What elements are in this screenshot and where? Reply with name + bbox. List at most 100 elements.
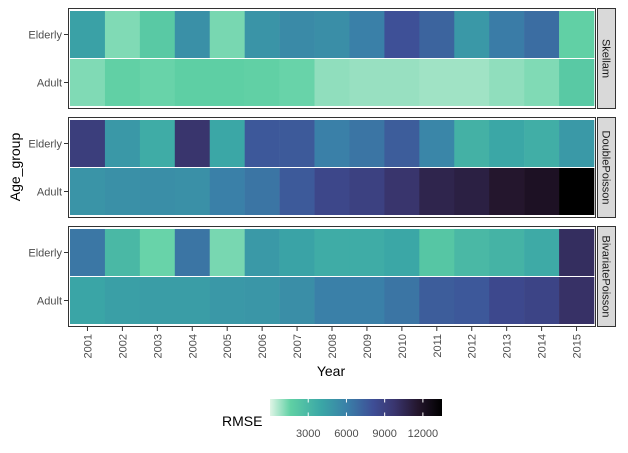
heatmap-cell bbox=[524, 11, 560, 58]
heatmap-cell bbox=[244, 229, 280, 276]
heatmap-cell bbox=[559, 229, 595, 276]
x-tick-label: 2010 bbox=[397, 334, 409, 358]
heatmap-cell bbox=[454, 59, 490, 106]
facet-panel-border bbox=[68, 8, 596, 109]
x-axis-ticks: 2001 2002 2003 2004 2005 2006 2007 2008 2009 2010… bbox=[82, 327, 584, 358]
heatmap-cell bbox=[524, 168, 560, 215]
heatmap-cell bbox=[314, 11, 350, 58]
colorbar-tick-label: 9000 bbox=[372, 428, 396, 440]
heatmap-cell bbox=[524, 59, 560, 106]
heatmap-cell bbox=[244, 168, 280, 215]
heatmap-cell bbox=[489, 120, 525, 167]
facet-strip bbox=[597, 8, 616, 109]
heatmap-cell bbox=[454, 120, 490, 167]
x-tick-label: 2006 bbox=[257, 334, 269, 358]
heatmap-cell bbox=[244, 120, 280, 167]
heatmap-cell bbox=[279, 120, 315, 167]
x-tick-label: 2011 bbox=[432, 334, 444, 358]
heatmap-cell bbox=[314, 120, 350, 167]
heatmap-cell bbox=[70, 229, 106, 276]
heatmap-cell bbox=[384, 11, 420, 58]
x-tick-label: 2013 bbox=[502, 334, 514, 358]
heatmap-cell bbox=[139, 11, 176, 58]
heatmap-cell bbox=[174, 11, 211, 58]
facet-strips: Skellam DoublePoisson BivariatePoisson bbox=[597, 8, 616, 327]
heatmap-cell bbox=[349, 229, 385, 276]
facet-panel-border bbox=[68, 226, 596, 327]
colorbar bbox=[270, 399, 442, 416]
heatmap-cell bbox=[559, 168, 595, 215]
heatmap-cell bbox=[489, 59, 525, 106]
heatmap-cell bbox=[104, 120, 141, 167]
heatmap-cell bbox=[174, 277, 211, 324]
heatmap-cell bbox=[454, 229, 490, 276]
y-axis-title: Age_group bbox=[7, 133, 23, 202]
heatmap-cell bbox=[174, 59, 211, 106]
facet-panel-border bbox=[68, 117, 596, 218]
heatmap-cell bbox=[419, 277, 455, 324]
y-tick-label: Elderly bbox=[28, 30, 62, 42]
heatmap-cell bbox=[349, 120, 385, 167]
facet-strip bbox=[597, 117, 616, 218]
heatmap-cell bbox=[139, 277, 176, 324]
heatmap-cell bbox=[244, 277, 280, 324]
heatmap-cell bbox=[349, 11, 385, 58]
heatmap-cell bbox=[419, 59, 455, 106]
heatmap-cell bbox=[139, 168, 176, 215]
heatmap-cell bbox=[70, 168, 106, 215]
heatmap-cell bbox=[419, 168, 455, 215]
heatmap-cell bbox=[419, 11, 455, 58]
y-tick-label: Elderly bbox=[28, 139, 62, 151]
heatmap-cell bbox=[489, 229, 525, 276]
heatmap-cell bbox=[139, 59, 176, 106]
y-tick-label: Adult bbox=[37, 78, 62, 90]
heatmap-cell bbox=[104, 59, 141, 106]
heatmap-cell bbox=[279, 59, 315, 106]
heatmap-cell bbox=[279, 11, 315, 58]
heatmap-cell bbox=[244, 11, 280, 58]
colorbar-tick-label: 6000 bbox=[334, 428, 358, 440]
x-tick-label: 2008 bbox=[327, 334, 339, 358]
heatmap-cell bbox=[419, 229, 455, 276]
heatmap-cell bbox=[384, 229, 420, 276]
x-axis-title: Year bbox=[317, 363, 346, 379]
heatmap-cell bbox=[524, 229, 560, 276]
heatmap-cell bbox=[209, 59, 245, 106]
heatmap-cell bbox=[209, 229, 245, 276]
heatmap-cell bbox=[104, 229, 141, 276]
heatmap-cell bbox=[314, 277, 350, 324]
heatmap-cell bbox=[524, 120, 560, 167]
heatmap-cell bbox=[279, 168, 315, 215]
heatmap-cell bbox=[314, 59, 350, 106]
colorbar-tick-label: 12000 bbox=[408, 428, 439, 440]
x-tick-label: 2014 bbox=[537, 334, 549, 358]
heatmap-cell bbox=[209, 168, 245, 215]
heatmap-cell bbox=[559, 59, 595, 106]
x-tick-label: 2007 bbox=[292, 334, 304, 358]
heatmap-cell bbox=[244, 59, 280, 106]
x-tick-label: 2015 bbox=[572, 334, 584, 358]
y-tick-label: Adult bbox=[37, 187, 62, 199]
heatmap-cell bbox=[454, 277, 490, 324]
facet-strip bbox=[597, 226, 616, 327]
heatmap-cell bbox=[384, 277, 420, 324]
heatmap-cell bbox=[70, 11, 106, 58]
heatmap-cell bbox=[209, 277, 245, 324]
heatmap-cell bbox=[489, 11, 525, 58]
y-tick-label: Elderly bbox=[28, 248, 62, 260]
x-tick-label: 2012 bbox=[467, 334, 479, 358]
heatmap-cell bbox=[524, 277, 560, 324]
heatmap-cell bbox=[384, 168, 420, 215]
heatmap-cell bbox=[174, 229, 211, 276]
facet-strip-label: BivariatePoisson bbox=[600, 236, 612, 318]
heatmap-cell bbox=[104, 277, 141, 324]
colorbar-tick-label: 3000 bbox=[296, 428, 320, 440]
heatmap-cell bbox=[279, 277, 315, 324]
heatmap-cell bbox=[139, 229, 176, 276]
x-tick-label: 2002 bbox=[117, 334, 129, 358]
y-tick-label: Adult bbox=[37, 296, 62, 308]
heatmap-cell bbox=[454, 11, 490, 58]
heatmap-cell bbox=[279, 229, 315, 276]
heatmap-cell bbox=[314, 229, 350, 276]
